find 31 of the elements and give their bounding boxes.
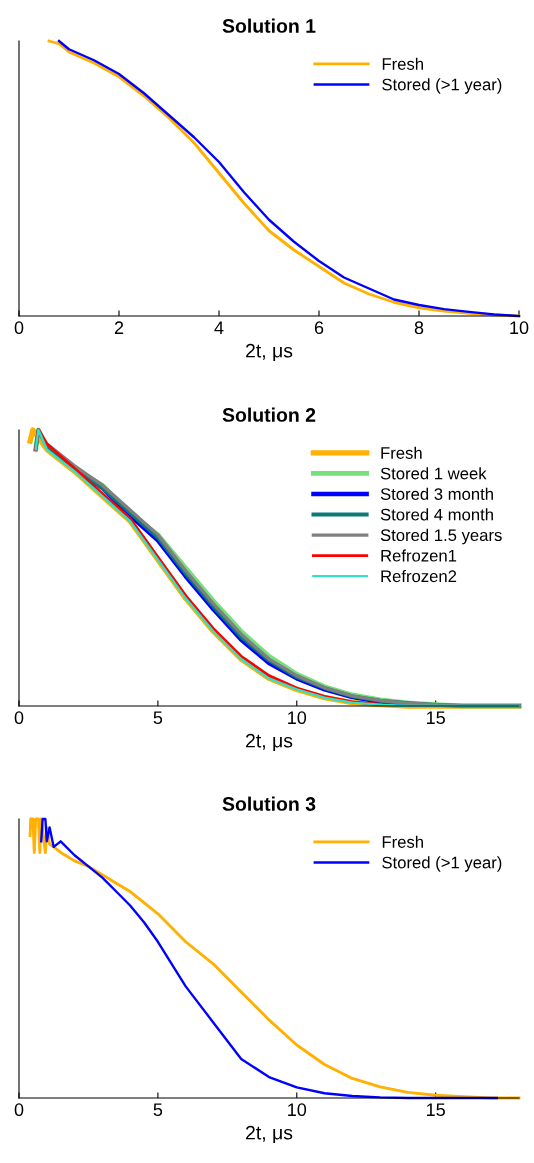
- x-tick-label: 4: [214, 321, 224, 334]
- x-tick-label: 15: [427, 1103, 445, 1117]
- chart-title: Solution 1: [222, 18, 316, 33]
- x-tick-label: 2: [114, 321, 124, 334]
- legend-label: Refrozen2: [381, 569, 457, 583]
- chart-title: Solution 3: [222, 796, 316, 811]
- legend-label: Stored 1.5 years: [380, 528, 502, 545]
- legend-label: Fresh: [381, 446, 422, 459]
- x-tick-label: 8: [414, 321, 424, 335]
- x-axis-title: 2t, μs: [246, 1125, 293, 1144]
- x-axis-title: 2t, μs: [246, 343, 293, 362]
- x-tick-label: 0: [14, 1103, 24, 1117]
- x-axis-title: 2t, μs: [246, 733, 293, 752]
- x-tick-label: 6: [314, 321, 324, 335]
- legend-label: Stored 4 month: [380, 508, 493, 521]
- legend-label: Fresh: [382, 57, 423, 70]
- chart-title: Solution 2: [222, 407, 316, 422]
- x-tick-label: 0: [14, 321, 24, 335]
- x-tick-label: 10: [288, 1103, 307, 1117]
- x-tick-label: 5: [153, 711, 163, 725]
- x-tick-label: 15: [427, 711, 445, 725]
- legend-label: Stored 3 month: [380, 487, 493, 500]
- legend-label: Stored (>1 year): [382, 856, 502, 872]
- x-tick-label: 10: [288, 711, 307, 725]
- x-tick-label: 10: [510, 321, 529, 335]
- x-tick-label: 5: [153, 1103, 163, 1117]
- x-tick-label: 0: [14, 711, 24, 725]
- legend-label: Fresh: [382, 835, 423, 848]
- legend-label: Stored 1 week: [380, 467, 487, 480]
- legend-label: Refrozen1: [381, 549, 457, 562]
- legend-label: Stored (>1 year): [382, 78, 502, 94]
